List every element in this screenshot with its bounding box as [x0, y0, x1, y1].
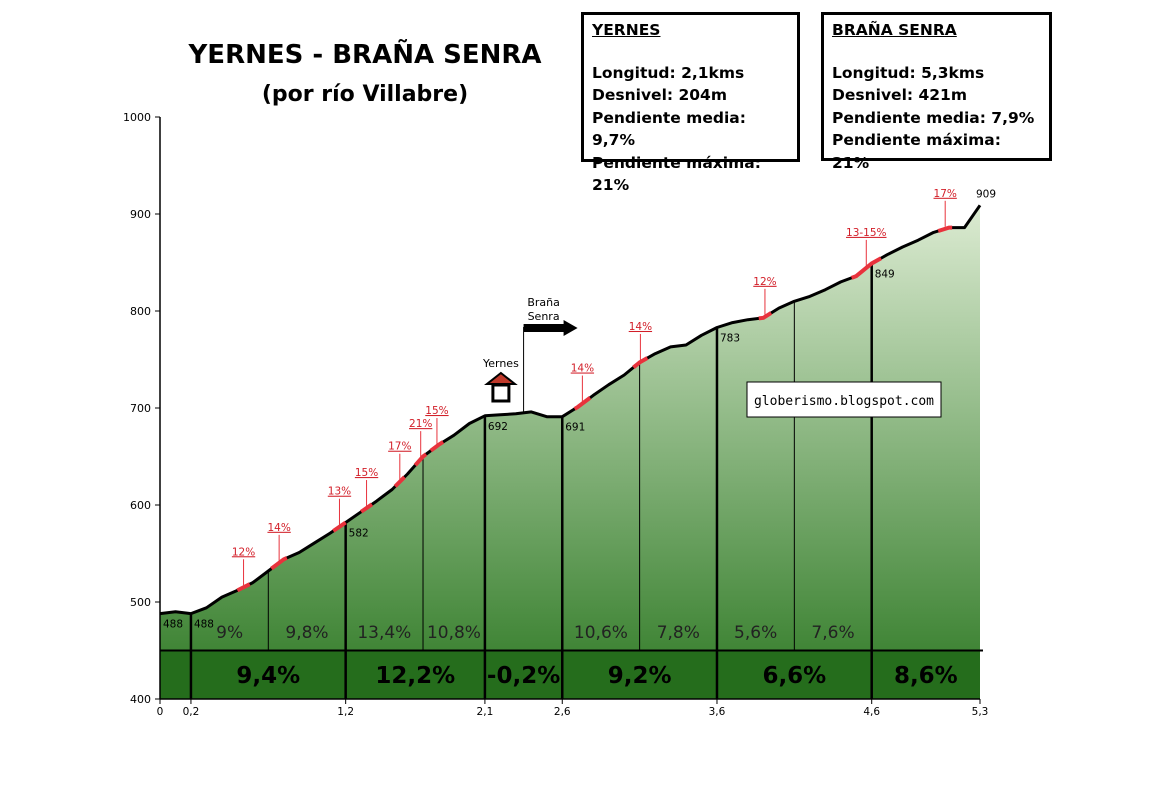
elevation-label: 582 — [349, 527, 369, 539]
steep-grade-label: 12% — [232, 546, 255, 558]
sub-segment-grade: 9% — [216, 623, 243, 643]
info-box-max-grade: Pendiente máxima: 21% — [832, 131, 1001, 172]
steep-grade-label: 12% — [753, 276, 776, 288]
steep-grade-label: 14% — [267, 522, 290, 534]
steep-section — [850, 256, 882, 280]
steep-grade-label: 15% — [425, 405, 448, 417]
steep-section — [270, 556, 288, 571]
sub-segment-grade: 13,4% — [357, 623, 411, 643]
chart-title: YERNES - BRAÑA SENRA — [188, 40, 542, 70]
village-label: Yernes — [482, 357, 519, 370]
x-tick-label: 2,6 — [554, 706, 571, 718]
chart-subtitle: (por río Villabre) — [261, 82, 469, 107]
grade-band — [160, 650, 980, 699]
info-box-elevation-gain: Desnivel: 421m — [832, 86, 967, 104]
sub-segment-grade: 10,8% — [427, 623, 481, 643]
steep-section — [573, 396, 592, 411]
sub-segment-grade: 9,8% — [285, 623, 328, 643]
steep-grade-label: 15% — [355, 467, 378, 479]
x-tick-label: 0 — [157, 706, 164, 718]
x-tick-label: 4,6 — [863, 706, 880, 718]
house-icon — [484, 371, 518, 385]
km-segment-grade: -0,2% — [487, 663, 560, 689]
steep-section — [429, 440, 445, 453]
house-icon-body — [491, 383, 511, 403]
sub-segment-grade: 5,6% — [734, 623, 777, 643]
x-tick-label: 5,3 — [972, 706, 989, 718]
km-segment-grade: 9,2% — [608, 663, 672, 689]
km-segment-grade: 12,2% — [375, 663, 455, 689]
steep-section — [236, 582, 251, 593]
elevation-label: 488 — [163, 619, 183, 631]
km-segment-grade: 9,4% — [236, 663, 300, 689]
steep-section — [937, 225, 953, 233]
info-box-average-grade: Pendiente media: 7,9% — [832, 108, 1035, 127]
x-tick-label: 1,2 — [337, 706, 354, 718]
sub-segment-grade: 7,6% — [811, 623, 854, 643]
y-tick-label: 700 — [130, 402, 151, 415]
steep-section — [393, 475, 406, 488]
info-box-length: Longitud: 2,1kms — [592, 63, 745, 82]
turnoff-arrow-icon — [523, 320, 578, 336]
info-box-average-grade: Pendiente media: 9,7% — [592, 108, 746, 150]
watermark-text: globerismo.blogspot.com — [754, 394, 934, 409]
km-segment-grade: 6,6% — [762, 663, 826, 689]
info-box-brana-senra: BRAÑA SENRA Longitud: 5,3kms Desnivel: 4… — [821, 12, 1052, 172]
y-tick-label: 1000 — [123, 111, 151, 124]
steep-grade-label: 13-15% — [846, 227, 887, 239]
sub-segment-grade: 7,8% — [657, 623, 700, 643]
turnoff-label-line-1: Braña — [527, 296, 560, 309]
profile-line — [159, 204, 982, 616]
y-tick-label: 400 — [130, 693, 151, 706]
info-box-elevation-gain: Desnivel: 204m — [592, 86, 727, 104]
elevation-label: 849 — [875, 268, 895, 280]
sub-segment-grade: 10,6% — [574, 623, 628, 643]
elevation-label: 488 — [194, 619, 214, 631]
y-tick-label: 500 — [130, 596, 151, 609]
steep-grade-label: 21% — [409, 418, 432, 430]
km-segment-grade: 8,6% — [894, 663, 958, 689]
info-box-title: YERNES — [592, 21, 661, 39]
steep-grade-label: 14% — [571, 363, 594, 375]
steep-grade-label: 17% — [388, 441, 411, 453]
steep-grade-label: 14% — [629, 321, 652, 333]
x-tick-label: 2,1 — [477, 706, 494, 718]
x-tick-label: 0,2 — [183, 706, 200, 718]
steep-section — [758, 311, 773, 321]
info-box-title: BRAÑA SENRA — [832, 21, 957, 39]
info-box-yernes: YERNES Longitud: 2,1kms Desnivel: 204m P… — [581, 12, 800, 194]
turnoff-label-line-2: Senra — [528, 310, 560, 323]
info-box-length: Longitud: 5,3kms — [832, 63, 985, 82]
steep-section — [632, 356, 649, 370]
elevation-label: 691 — [565, 422, 585, 434]
watermark-box — [746, 381, 942, 418]
steep-section — [332, 520, 347, 533]
elevation-label: 909 — [976, 188, 996, 200]
steep-section — [359, 502, 374, 514]
x-tick-label: 3,6 — [709, 706, 726, 718]
profile-area — [160, 205, 980, 700]
elevation-label: 783 — [720, 332, 740, 344]
elevation-label: 692 — [488, 421, 508, 433]
y-tick-label: 900 — [130, 208, 151, 221]
steep-grade-label: 13% — [328, 486, 351, 498]
steep-section — [413, 452, 428, 467]
steep-grade-label: 17% — [934, 188, 957, 200]
y-tick-label: 600 — [130, 499, 151, 512]
y-tick-label: 800 — [130, 305, 151, 318]
info-box-max-grade: Pendiente máxima: 21% — [592, 153, 761, 195]
